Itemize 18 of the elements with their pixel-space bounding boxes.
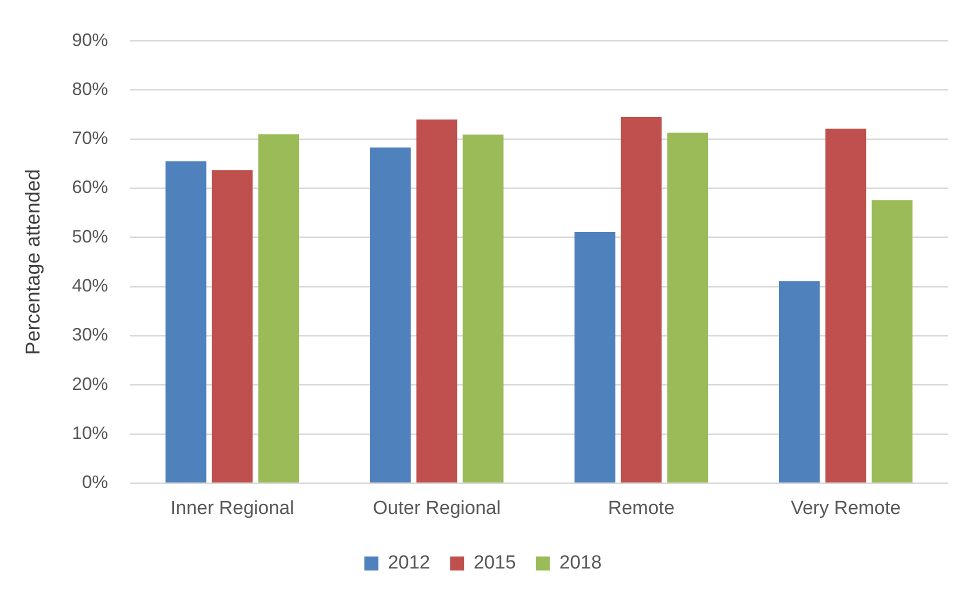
y-tick-label: 80% (72, 78, 108, 99)
x-tick-label: Very Remote (790, 498, 901, 519)
y-tick-label: 50% (72, 226, 108, 246)
x-tick-label: Remote (608, 498, 675, 519)
x-tick-label: Outer Regional (372, 498, 501, 519)
x-tick-label: Inner Regional (170, 498, 294, 519)
y-tick-label: 40% (72, 276, 108, 296)
y-tick-label: 10% (72, 423, 108, 444)
legend-label: 2012 (388, 552, 430, 574)
y-tick-label: 60% (72, 177, 108, 198)
y-tick-label: 0% (82, 472, 108, 492)
y-tick-label: 70% (72, 128, 108, 148)
y-tick-label: 30% (72, 324, 108, 345)
y-axis-title: Percentage attended (22, 169, 45, 355)
y-tick-label: 90% (72, 30, 108, 50)
legend-label: 2018 (559, 552, 602, 574)
y-tick-label: 20% (72, 374, 108, 394)
legend-label: 2015 (474, 552, 516, 574)
